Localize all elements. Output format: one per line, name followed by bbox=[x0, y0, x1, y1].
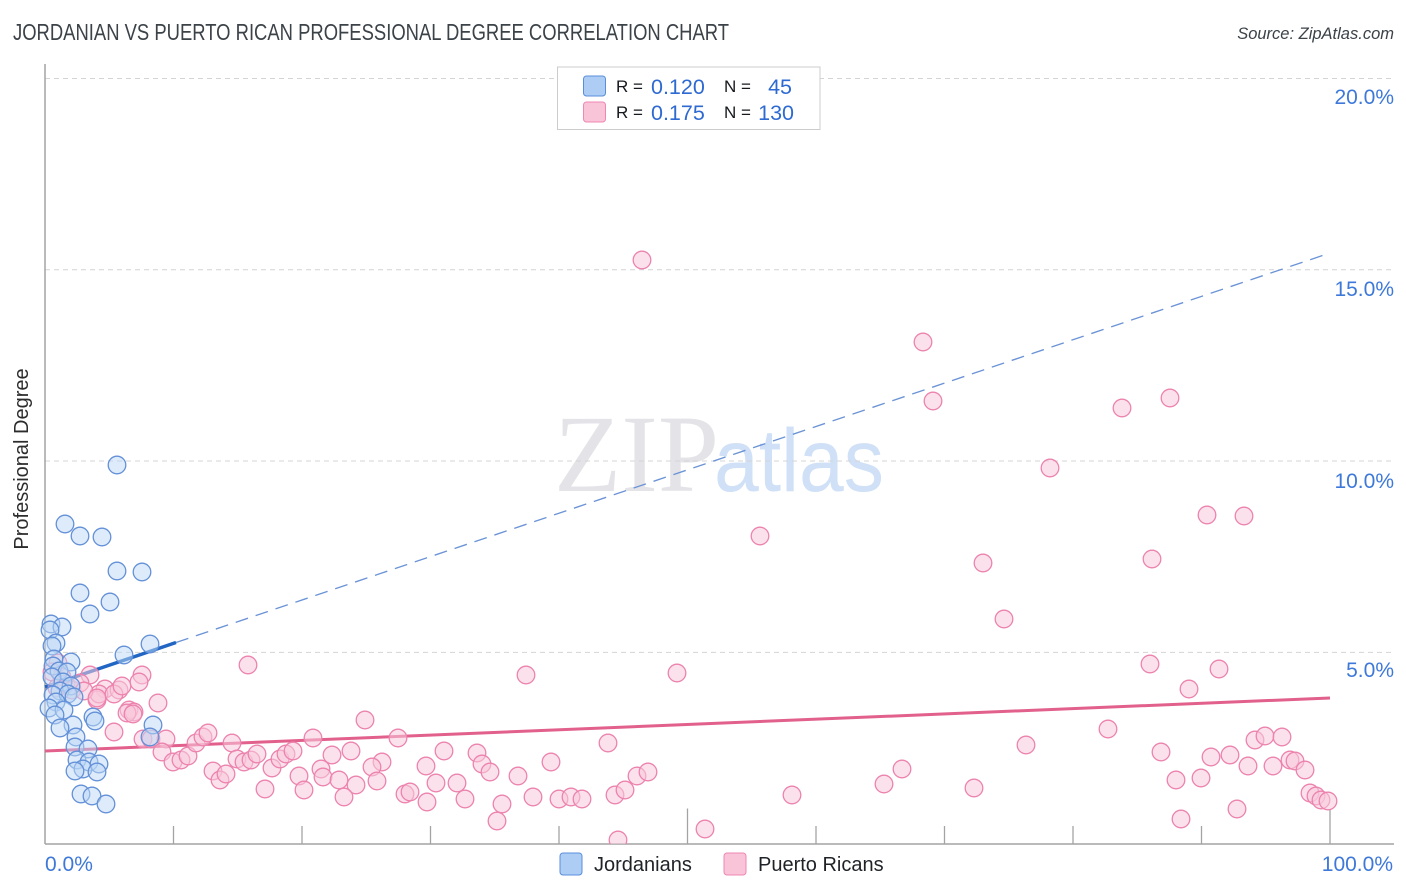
svg-text:20.0%: 20.0% bbox=[1334, 86, 1394, 109]
svg-text:130: 130 bbox=[758, 101, 794, 125]
svg-text:15.0%: 15.0% bbox=[1334, 278, 1394, 301]
svg-text:Jordanians: Jordanians bbox=[594, 854, 692, 876]
svg-text:0.120: 0.120 bbox=[651, 75, 705, 99]
svg-text:ZIP: ZIP bbox=[554, 393, 719, 515]
svg-text:N =: N = bbox=[724, 103, 751, 122]
svg-text:45: 45 bbox=[768, 75, 792, 99]
svg-text:Source: ZipAtlas.com: Source: ZipAtlas.com bbox=[1237, 25, 1394, 43]
svg-text:N =: N = bbox=[724, 77, 751, 96]
svg-text:0.175: 0.175 bbox=[651, 101, 705, 125]
svg-text:0.0%: 0.0% bbox=[45, 853, 93, 876]
svg-text:100.0%: 100.0% bbox=[1322, 853, 1393, 876]
svg-text:Puerto Ricans: Puerto Ricans bbox=[758, 854, 884, 876]
svg-text:JORDANIAN VS PUERTO RICAN PROF: JORDANIAN VS PUERTO RICAN PROFESSIONAL D… bbox=[13, 19, 729, 45]
svg-text:atlas: atlas bbox=[714, 410, 884, 510]
svg-text:5.0%: 5.0% bbox=[1346, 659, 1394, 682]
svg-text:R =: R = bbox=[616, 77, 643, 96]
svg-text:Professional Degree: Professional Degree bbox=[11, 368, 33, 549]
svg-text:R =: R = bbox=[616, 103, 643, 122]
svg-text:10.0%: 10.0% bbox=[1334, 470, 1394, 493]
